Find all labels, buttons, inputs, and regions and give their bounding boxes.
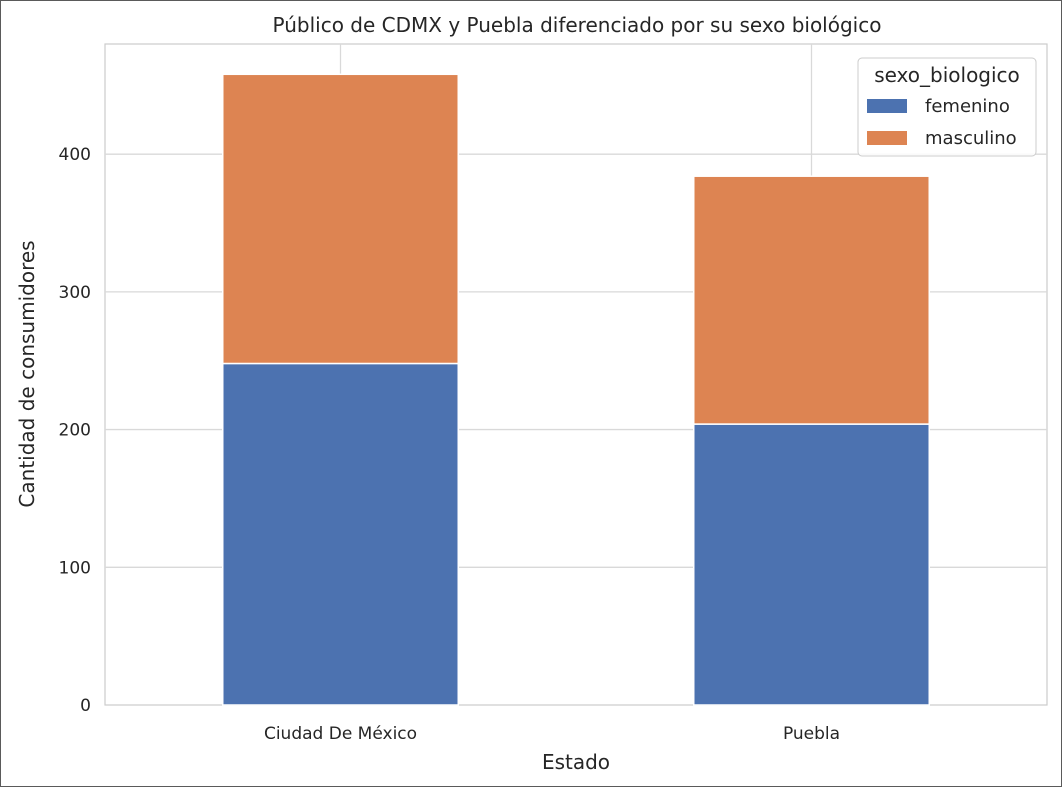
legend-swatch-masculino: [867, 131, 907, 145]
x-tick-label: Ciudad De México: [264, 724, 417, 744]
bar-femenino-0: [222, 362, 459, 706]
legend-title: sexo_biologico: [874, 63, 1020, 87]
bar-masculino-0: [222, 73, 459, 365]
x-tick-label: Puebla: [783, 724, 840, 744]
x-tick-labels: Ciudad De México Puebla: [264, 724, 840, 744]
chart-title: Público de CDMX y Puebla diferenciado po…: [273, 13, 882, 37]
legend-swatch-femenino: [867, 99, 907, 113]
y-tick-label: 0: [80, 696, 91, 716]
y-tick-label: 400: [59, 145, 91, 165]
y-tick-label: 300: [59, 283, 91, 303]
x-axis-title: Estado: [542, 750, 610, 774]
legend-label-femenino: femenino: [925, 96, 1010, 117]
legend: sexo_biologico femenino masculino: [857, 57, 1037, 157]
bar-masculino-1: [693, 175, 930, 425]
bars: [222, 73, 930, 706]
bar-femenino-1: [693, 423, 930, 706]
y-tick-labels: 0 100 200 300 400: [59, 145, 91, 716]
legend-label-masculino: masculino: [925, 128, 1017, 149]
y-axis-title: Cantidad de consumidores: [15, 240, 39, 507]
y-tick-label: 200: [59, 421, 91, 441]
y-tick-label: 100: [59, 558, 91, 578]
